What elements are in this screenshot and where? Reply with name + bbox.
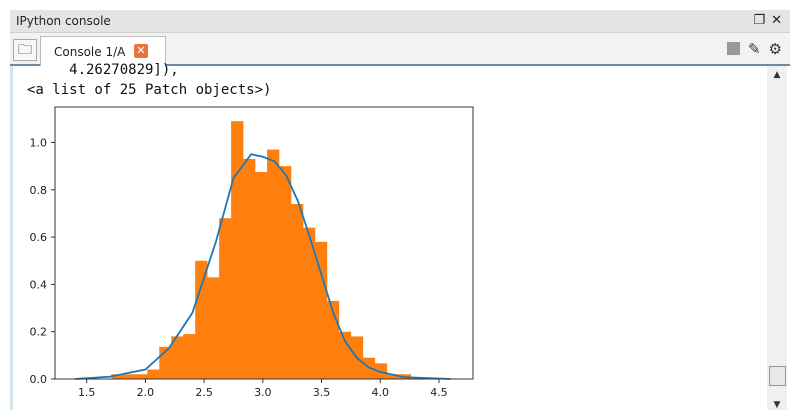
axes-frame	[54, 106, 474, 380]
histogram-bar	[231, 121, 244, 379]
y-tick-label: 0.2	[30, 326, 48, 339]
close-icon[interactable]: ✕	[771, 13, 782, 28]
histogram-bar	[302, 227, 316, 379]
histogram-bar	[314, 241, 328, 379]
histogram-bar	[386, 374, 400, 379]
x-tick-label: 2.0	[137, 386, 155, 399]
y-tick-label: 0.8	[30, 184, 48, 197]
vertical-scrollbar[interactable]: ▲ ▼	[767, 66, 787, 410]
undock-icon[interactable]: ❐	[753, 13, 766, 28]
tab-label: Console 1/A	[54, 45, 126, 59]
histogram-bar	[279, 166, 292, 379]
eraser-icon[interactable]: ✎	[747, 40, 761, 58]
histogram-bar	[219, 218, 232, 379]
y-tick-label: 0.4	[30, 278, 48, 291]
histogram-bar	[207, 277, 220, 379]
y-tick-label: 1.0	[30, 136, 48, 149]
histogram-bar	[183, 334, 196, 379]
console-output[interactable]: 4.26270829]), <a list of 25 Patch object…	[10, 62, 768, 410]
x-tick-label: 4.5	[430, 386, 448, 399]
histogram-bar	[111, 374, 124, 379]
histogram-bar	[171, 336, 184, 379]
pane-title-bar: IPython console ❐ ✕	[10, 10, 790, 33]
histogram-bar	[255, 172, 268, 379]
output-line: 4.26270829]),	[27, 62, 179, 78]
histogram-bar	[123, 374, 136, 379]
histogram-bar	[267, 149, 280, 379]
x-tick-label: 2.5	[195, 386, 213, 399]
histogram-bar	[195, 260, 208, 379]
histogram-bar	[338, 331, 352, 379]
x-tick-label: 3.0	[254, 386, 272, 399]
x-tick-label: 1.5	[78, 386, 96, 399]
x-tick-label: 3.5	[313, 386, 331, 399]
y-tick-label: 0.0	[30, 373, 48, 386]
histogram-bar	[243, 159, 256, 379]
output-line: <a list of 25 Patch objects>)	[27, 82, 272, 98]
tab-console-1a[interactable]: Console 1/A ✕	[40, 36, 166, 66]
pane-title: IPython console	[16, 14, 111, 28]
histogram-bar	[135, 374, 148, 379]
browse-tabs-button[interactable]: 🗀	[13, 39, 37, 61]
scroll-thumb[interactable]	[769, 366, 786, 386]
scroll-down-icon[interactable]: ▼	[773, 400, 781, 410]
tab-close-icon[interactable]: ✕	[134, 44, 148, 58]
scroll-up-icon[interactable]: ▲	[773, 70, 781, 80]
histogram-bar	[147, 369, 160, 379]
histogram-bar	[291, 203, 304, 379]
folder-icon: 🗀	[18, 42, 32, 58]
gear-icon[interactable]: ⚙	[768, 40, 782, 58]
x-tick-label: 4.0	[371, 386, 389, 399]
kde-curve	[74, 153, 451, 380]
tab-bar: 🗀 Console 1/A ✕ ✎ ⚙	[10, 33, 790, 66]
y-tick-label: 0.6	[30, 231, 48, 244]
stop-icon[interactable]	[726, 42, 740, 55]
